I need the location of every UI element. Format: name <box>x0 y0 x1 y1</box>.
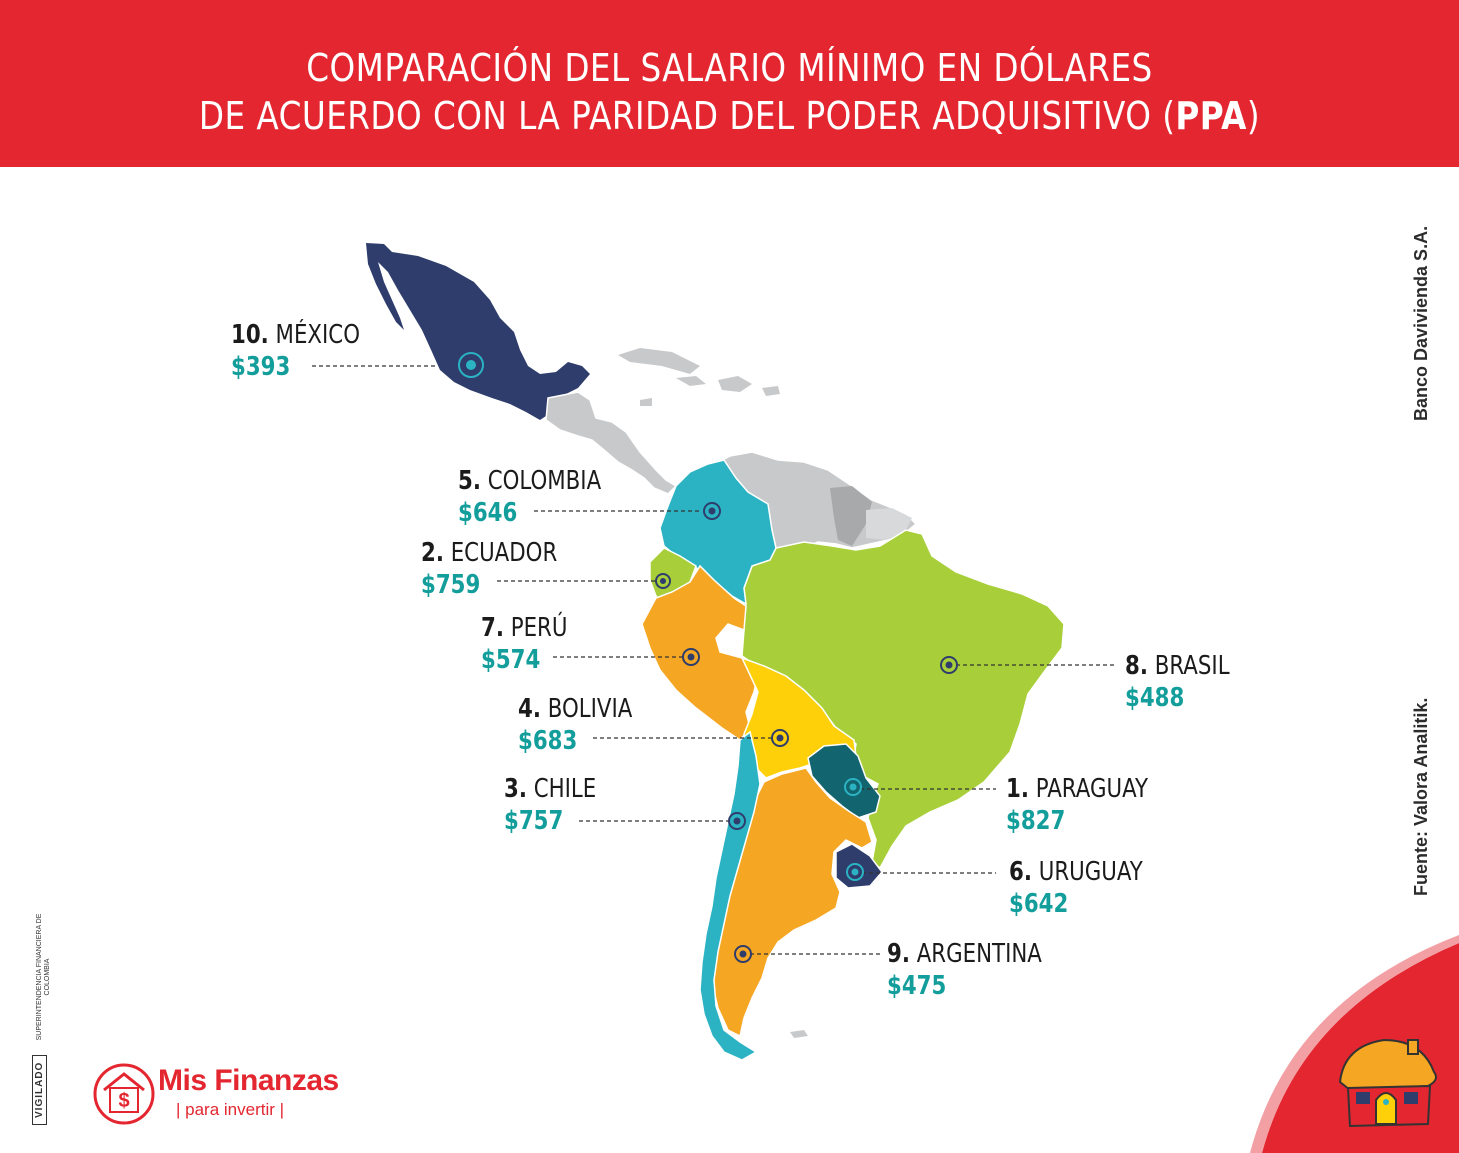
logo-subtitle: | para invertir | <box>176 1100 285 1119</box>
label-paraguay: 1. PARAGUAY $827 <box>1006 774 1149 836</box>
marker-chile-icon <box>728 812 746 830</box>
label-ecuador: 2. ECUADOR $759 <box>421 538 558 600</box>
label-chile: 3. CHILE $757 <box>504 774 597 836</box>
falklands-shape <box>790 1030 808 1038</box>
value-brasil: $488 <box>1125 683 1185 713</box>
davivienda-house-icon <box>1338 1038 1437 1128</box>
marker-paraguay-icon <box>844 778 862 796</box>
marker-bolivia-icon <box>771 729 789 747</box>
value-mexico: $393 <box>231 352 291 382</box>
chile-shape <box>699 730 761 1061</box>
marker-peru-icon <box>682 648 700 666</box>
label-argentina: 9. ARGENTINA $475 <box>887 939 1042 1001</box>
value-bolivia: $683 <box>518 726 578 756</box>
mis-finanzas-logo: Mis Finanzas | para invertir | <box>158 1064 339 1120</box>
label-brasil: 8. BRASIL $488 <box>1125 651 1230 713</box>
marker-uruguay-icon <box>846 863 864 881</box>
brazil-shape <box>715 529 1065 870</box>
caribbean-islands <box>618 348 780 406</box>
central-america-shape <box>545 391 678 495</box>
suriname-shape <box>866 508 912 540</box>
value-ecuador: $759 <box>421 570 481 600</box>
label-mexico: 10. MÉXICO $393 <box>231 320 360 382</box>
banco-davivienda-credit: Banco Davivienda S.A. <box>1411 225 1431 421</box>
location-markers <box>458 352 958 963</box>
guyana-shape <box>830 486 872 546</box>
mexico-shape <box>366 243 590 420</box>
value-argentina: $475 <box>887 971 947 1001</box>
value-uruguay: $642 <box>1009 889 1069 919</box>
mis-finanzas-logo-icon <box>93 1063 155 1125</box>
marker-brasil-icon <box>940 656 958 674</box>
header-banner: COMPARACIÓN DEL SALARIO MÍNIMO EN DÓLARE… <box>0 0 1459 167</box>
value-peru: $574 <box>481 645 541 675</box>
logo-title: Mis Finanzas <box>158 1064 339 1097</box>
leader-lines <box>312 365 1114 955</box>
marker-ecuador-icon <box>655 573 671 589</box>
label-bolivia: 4. BOLIVIA $683 <box>518 694 633 756</box>
value-chile: $757 <box>504 806 564 836</box>
title-line-2: DE ACUERDO CON LA PARIDAD DEL PODER ADQU… <box>198 94 1261 138</box>
marker-argentina-icon <box>734 945 752 963</box>
source-credit: Fuente: Valora Analitik. <box>1411 697 1431 896</box>
superintendencia-text: SUPERINTENDENCIA FINANCIERA DE COLOMBIA <box>36 913 51 1041</box>
logo-dollar-symbol: $ <box>118 1090 129 1112</box>
label-peru: 7. PERÚ $574 <box>481 613 568 675</box>
paraguay-shape <box>807 743 881 819</box>
label-colombia: 5. COLOMBIA $646 <box>458 466 602 528</box>
label-uruguay: 6. URUGUAY $642 <box>1009 857 1143 919</box>
title-line-1: COMPARACIÓN DEL SALARIO MÍNIMO EN DÓLARE… <box>306 46 1153 90</box>
marker-colombia-icon <box>703 502 721 520</box>
ppa-bold: PPA <box>1175 94 1247 138</box>
value-colombia: $646 <box>458 498 518 528</box>
value-paraguay: $827 <box>1006 806 1066 836</box>
vigilado-badge: VIGILADO <box>32 1054 47 1125</box>
marker-mexico-icon <box>458 352 484 378</box>
